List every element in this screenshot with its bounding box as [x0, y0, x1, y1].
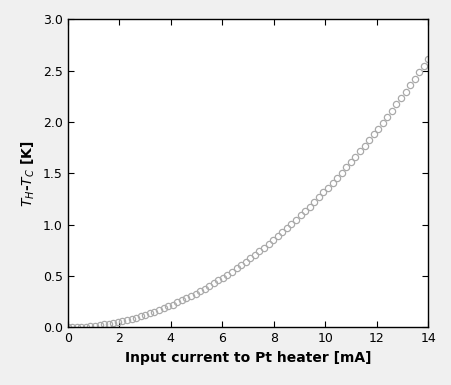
- Y-axis label: $T_{H}$-$T_{C}$ [K]: $T_{H}$-$T_{C}$ [K]: [20, 140, 37, 207]
- X-axis label: Input current to Pt heater [mA]: Input current to Pt heater [mA]: [125, 351, 371, 365]
